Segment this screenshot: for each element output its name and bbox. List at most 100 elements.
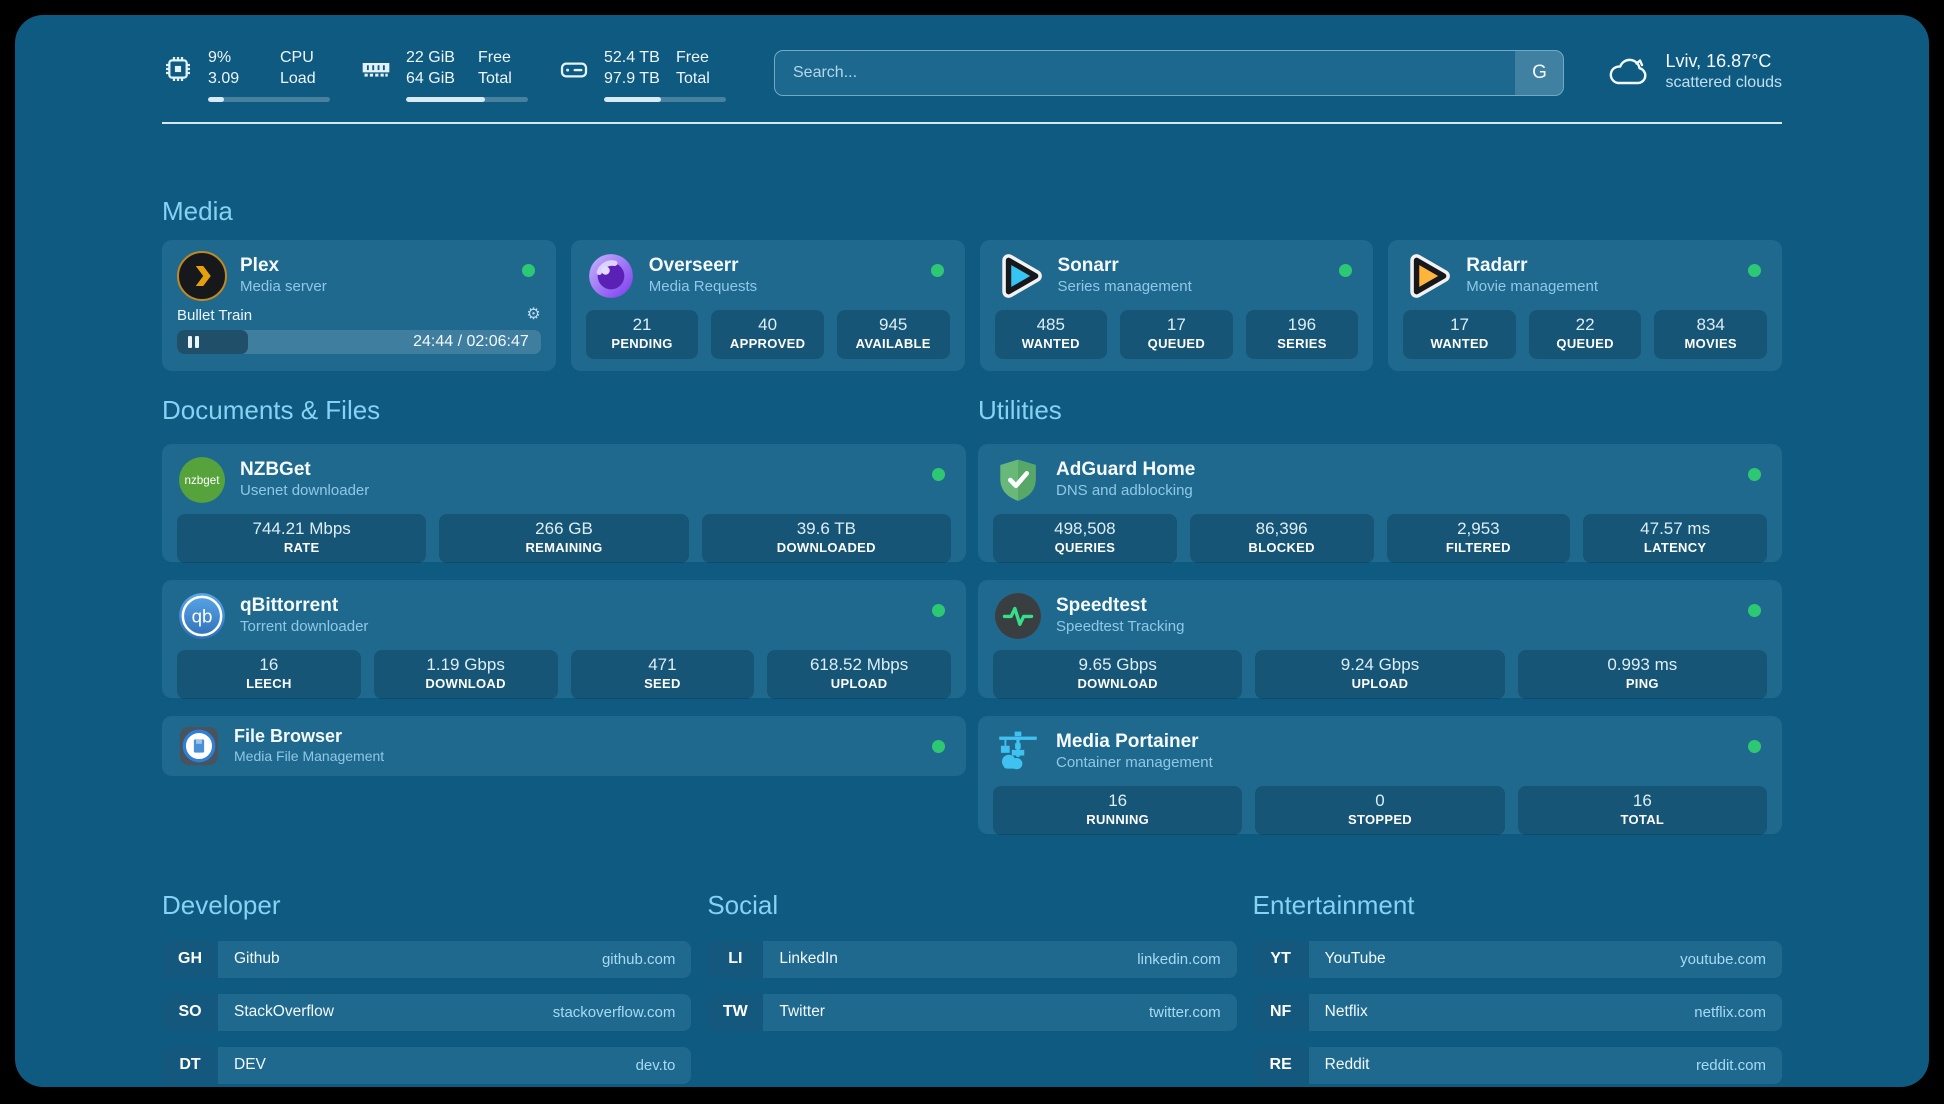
stat-total: 16 TOTAL: [1517, 785, 1767, 835]
cpu-stat: 9% 3.09 CPU Load: [162, 48, 330, 102]
stat-movies: 834 MOVIES: [1654, 309, 1767, 359]
pause-button[interactable]: [188, 335, 199, 348]
section-title-media: Media: [162, 195, 233, 226]
disk-icon: [558, 53, 590, 85]
stat-remaining: 266 GB REMAINING: [439, 513, 689, 563]
nzbget-card[interactable]: nzbget NZBGet Usenet downloader 744.: [162, 443, 966, 563]
stat-downloaded: 39.6 TB DOWNLOADED: [701, 513, 951, 563]
nzbget-icon: nzbget: [177, 455, 227, 505]
cpu-progressbar: [208, 96, 330, 102]
gear-icon[interactable]: ⚙: [526, 306, 541, 324]
stat-pending: 21 PENDING: [585, 309, 699, 359]
qbittorrent-card[interactable]: qb qBittorrent Torrent downloader 16: [162, 579, 966, 699]
system-stats: 9% 3.09 CPU Load: [162, 48, 726, 102]
stat-rate: 744.21 Mbps RATE: [177, 513, 427, 563]
media-cards: Plex Media server Bullet Train ⚙ 24:44 /…: [162, 239, 1782, 371]
documents-column: Documents & Files nzbget: [162, 395, 966, 834]
speedtest-icon: [993, 591, 1043, 641]
link-stackoverflow[interactable]: SO StackOverflow stackoverflow.com: [162, 993, 692, 1031]
disk-free-value: 52.4 TB: [604, 49, 660, 66]
stat-ping: 0.993 ms PING: [1517, 649, 1767, 699]
disk-stat: 52.4 TB 97.9 TB Free Total: [558, 48, 726, 102]
status-dot: [930, 263, 944, 277]
card-subtitle: Media File Management: [234, 747, 385, 764]
card-title: Radarr: [1466, 254, 1528, 276]
adguard-card[interactable]: AdGuard Home DNS and adblocking 498,508 …: [978, 443, 1782, 563]
stat-queries: 498,508 QUERIES: [993, 513, 1177, 563]
utilities-column: Utilities: [978, 394, 1782, 835]
stat-seed: 471 SEED: [570, 649, 755, 699]
stat-wanted: 485 WANTED: [994, 309, 1108, 359]
plex-card[interactable]: Plex Media server Bullet Train ⚙ 24:44 /…: [162, 239, 556, 371]
section-title-utilities: Utilities: [978, 394, 1062, 425]
svg-text:nzbget: nzbget: [185, 474, 221, 487]
card-title: Overseerr: [648, 254, 739, 276]
stat-running: 16 RUNNING: [993, 785, 1243, 835]
card-subtitle: DNS and adblocking: [1056, 481, 1193, 499]
card-title: Sonarr: [1057, 254, 1119, 276]
sonarr-icon: [995, 251, 1045, 301]
link-github[interactable]: GH Github github.com: [162, 940, 692, 978]
memory-free-value: 22 GiB: [406, 49, 455, 66]
card-title: Speedtest: [1056, 594, 1147, 616]
search-input[interactable]: [775, 51, 1516, 95]
link-twitter[interactable]: TW Twitter twitter.com: [707, 993, 1237, 1031]
stat-download: 9.65 Gbps DOWNLOAD: [993, 649, 1243, 699]
status-dot: [521, 263, 535, 277]
cpu-load-label: Load: [280, 69, 316, 87]
disk-total-value: 97.9 TB: [604, 69, 660, 87]
memory-progressbar: [406, 96, 528, 102]
link-netflix[interactable]: NF Netflix netflix.com: [1252, 993, 1782, 1031]
social-links: Social LI LinkedIn linkedin.com TW Twitt…: [707, 890, 1237, 1084]
card-title: Plex: [240, 254, 280, 276]
playback-progressbar[interactable]: 24:44 / 02:06:47: [177, 329, 541, 354]
stat-available: 945 AVAILABLE: [836, 309, 950, 359]
link-reddit[interactable]: RE Reddit reddit.com: [1252, 1046, 1782, 1084]
stat-wanted: 17 WANTED: [1403, 309, 1516, 359]
link-dev[interactable]: DT DEV dev.to: [162, 1046, 692, 1084]
stat-approved: 40 APPROVED: [711, 309, 824, 359]
header: 9% 3.09 CPU Load: [162, 48, 1782, 102]
now-playing-title: Bullet Train: [177, 306, 253, 324]
filebrowser-card[interactable]: File Browser Media File Management: [162, 715, 966, 776]
stat-download: 1.19 Gbps DOWNLOAD: [373, 649, 558, 699]
cpu-label: CPU: [280, 49, 314, 66]
portainer-card[interactable]: Media Portainer Container management 16 …: [978, 715, 1782, 835]
memory-total-value: 64 GiB: [406, 69, 455, 87]
portainer-icon: [993, 727, 1043, 777]
search-engine-button[interactable]: G: [1515, 51, 1564, 95]
section-title-documents: Documents & Files: [162, 394, 381, 425]
memory-stat: 22 GiB 64 GiB Free Total: [360, 48, 528, 102]
entertainment-links: Entertainment YT YouTube youtube.com NF …: [1252, 890, 1782, 1084]
disk-progressbar: [604, 96, 726, 102]
weather-location-temp: Lviv, 16.87°C: [1665, 51, 1772, 71]
card-subtitle: Container management: [1056, 753, 1213, 771]
status-dot: [1748, 739, 1761, 753]
status-dot: [932, 603, 945, 617]
link-youtube[interactable]: YT YouTube youtube.com: [1252, 940, 1782, 978]
svg-text:qb: qb: [192, 605, 213, 626]
link-linkedin[interactable]: LI LinkedIn linkedin.com: [707, 940, 1237, 978]
stat-filtered: 2,953 FILTERED: [1386, 513, 1571, 563]
status-dot: [1748, 263, 1761, 277]
card-subtitle: Torrent downloader: [240, 617, 369, 635]
weather-widget: Lviv, 16.87°C scattered clouds: [1606, 50, 1782, 94]
speedtest-card[interactable]: Speedtest Speedtest Tracking 9.65 Gbps D…: [978, 579, 1782, 699]
card-subtitle: Speedtest Tracking: [1056, 617, 1185, 635]
plex-icon: [177, 250, 227, 301]
card-title: AdGuard Home: [1056, 458, 1196, 480]
stat-series: 196 SERIES: [1245, 309, 1359, 359]
stat-queued: 17 QUEUED: [1120, 309, 1233, 359]
card-subtitle: Media server: [240, 277, 327, 295]
playback-time: 24:44 / 02:06:47: [413, 332, 529, 350]
radarr-card[interactable]: Radarr Movie management 17 WANTED 22 QUE…: [1388, 239, 1782, 371]
adguard-icon: [993, 455, 1043, 505]
disk-free-label: Free: [676, 49, 709, 66]
header-divider: [162, 121, 1782, 124]
overseerr-card[interactable]: Overseerr Media Requests 21 PENDING 40 A…: [570, 239, 965, 371]
stat-upload: 618.52 Mbps UPLOAD: [767, 649, 951, 699]
card-title: Media Portainer: [1056, 730, 1199, 752]
sonarr-card[interactable]: Sonarr Series management 485 WANTED 17 Q…: [979, 239, 1374, 371]
dashboard: 9% 3.09 CPU Load: [15, 15, 1929, 1087]
qbittorrent-icon: qb: [177, 591, 227, 641]
